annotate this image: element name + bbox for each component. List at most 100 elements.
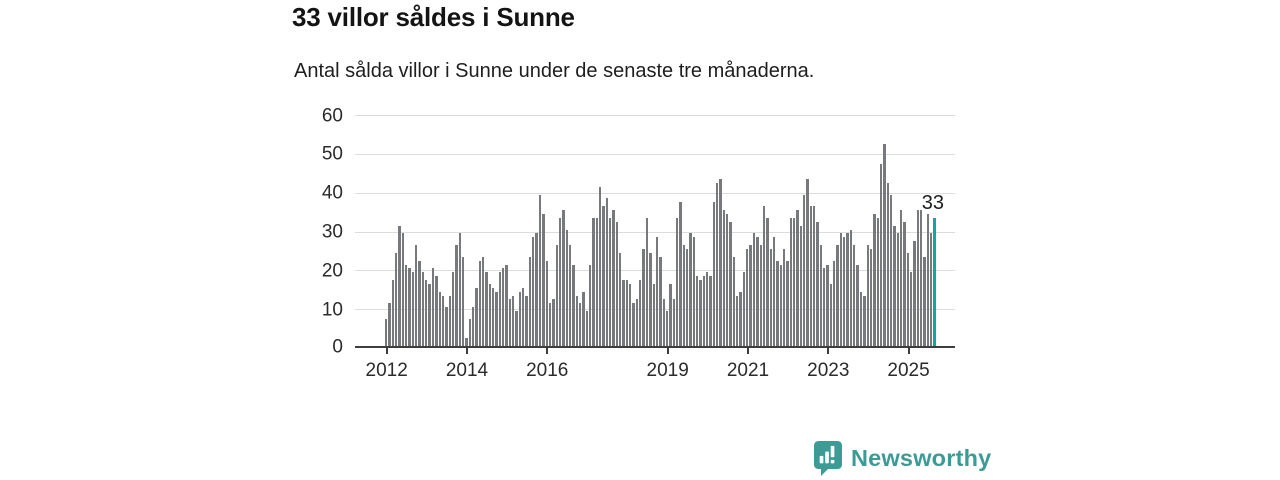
bar bbox=[515, 311, 518, 346]
bar bbox=[742, 272, 746, 346]
newsworthy-wordmark: Newsworthy bbox=[851, 445, 992, 471]
bar bbox=[913, 241, 916, 346]
bar bbox=[625, 280, 629, 346]
bar bbox=[391, 280, 395, 346]
bar bbox=[425, 280, 428, 346]
bar bbox=[532, 237, 535, 346]
bar bbox=[572, 264, 575, 346]
bar bbox=[431, 268, 435, 346]
bar bbox=[512, 295, 515, 346]
bar bbox=[806, 179, 809, 346]
y-axis-tick-label: 20 bbox=[321, 260, 343, 282]
bar bbox=[766, 217, 769, 346]
y-axis-tick-label: 30 bbox=[321, 221, 343, 243]
bar bbox=[492, 287, 495, 346]
bar bbox=[826, 264, 829, 346]
bar bbox=[445, 307, 448, 346]
bar bbox=[839, 233, 843, 346]
bar bbox=[756, 237, 759, 346]
bar bbox=[639, 280, 642, 346]
bar bbox=[465, 338, 468, 346]
chart-subtitle: Antal sålda villor i Sunne under de sena… bbox=[294, 60, 815, 82]
bar bbox=[796, 210, 799, 346]
bar bbox=[518, 291, 522, 346]
bar bbox=[899, 210, 903, 346]
bar bbox=[508, 299, 512, 346]
bar bbox=[535, 233, 538, 346]
bar bbox=[612, 210, 615, 346]
grid-line bbox=[355, 115, 955, 116]
bar bbox=[542, 214, 545, 346]
x-axis-tick bbox=[465, 348, 468, 354]
bar bbox=[823, 268, 826, 346]
bar bbox=[685, 248, 689, 346]
bar bbox=[435, 276, 438, 346]
x-axis-tick-label: 2025 bbox=[887, 360, 930, 381]
x-axis-tick bbox=[907, 348, 910, 354]
chart-title: 33 villor såldes i Sunne bbox=[292, 2, 575, 32]
bar bbox=[853, 245, 856, 346]
bar-chart-plot-area: 0 10 20 30 40 50 60 2012 2014 2016 2019 2021 2023 20… bbox=[322, 106, 955, 381]
y-axis-tick-label: 40 bbox=[321, 182, 343, 204]
bar bbox=[719, 179, 722, 346]
bar bbox=[458, 233, 461, 346]
bar bbox=[672, 299, 675, 346]
bar bbox=[732, 256, 736, 346]
bar bbox=[388, 303, 391, 346]
bar bbox=[930, 233, 933, 346]
bar bbox=[538, 194, 542, 346]
bar bbox=[495, 291, 498, 346]
bar bbox=[776, 260, 779, 346]
bar bbox=[475, 287, 478, 346]
bar bbox=[926, 214, 930, 346]
bar bbox=[592, 217, 595, 346]
bar bbox=[545, 260, 548, 346]
bar bbox=[502, 268, 505, 346]
bar bbox=[471, 307, 475, 346]
bar bbox=[709, 276, 712, 346]
bar bbox=[448, 295, 451, 346]
y-axis-tick-label: 0 bbox=[332, 336, 343, 358]
bar bbox=[599, 186, 602, 346]
bar bbox=[405, 264, 408, 346]
bar bbox=[421, 272, 425, 346]
bar bbox=[779, 264, 782, 346]
bar bbox=[752, 233, 756, 346]
bar bbox=[609, 217, 612, 346]
bar bbox=[833, 260, 836, 346]
bar bbox=[401, 233, 405, 346]
bar bbox=[876, 217, 879, 346]
x-axis-line bbox=[355, 345, 955, 348]
bar bbox=[722, 210, 726, 346]
bar bbox=[619, 252, 622, 346]
bar bbox=[498, 272, 502, 346]
bar bbox=[415, 245, 418, 346]
bar bbox=[789, 217, 792, 346]
bar bbox=[799, 225, 802, 346]
bar bbox=[809, 206, 812, 346]
bar bbox=[398, 225, 401, 346]
bar bbox=[595, 217, 598, 346]
y-axis-tick-label: 50 bbox=[321, 143, 343, 165]
x-axis-tick-label: 2014 bbox=[445, 360, 489, 381]
bar bbox=[408, 268, 411, 346]
bar bbox=[916, 210, 919, 346]
bar bbox=[485, 272, 488, 346]
bar bbox=[605, 198, 609, 346]
bar bbox=[675, 217, 679, 346]
bar bbox=[762, 206, 766, 346]
grid-line bbox=[355, 231, 955, 233]
bar bbox=[481, 256, 485, 346]
bar bbox=[772, 237, 776, 346]
bar bbox=[869, 248, 873, 346]
bar bbox=[385, 318, 388, 346]
bar bbox=[555, 245, 558, 346]
bar bbox=[739, 291, 742, 346]
grid-line bbox=[355, 270, 955, 272]
bar bbox=[652, 283, 655, 346]
bar-series bbox=[385, 113, 937, 346]
bar bbox=[562, 210, 565, 346]
x-axis-tick-label: 2016 bbox=[526, 360, 569, 381]
bar bbox=[395, 252, 398, 346]
